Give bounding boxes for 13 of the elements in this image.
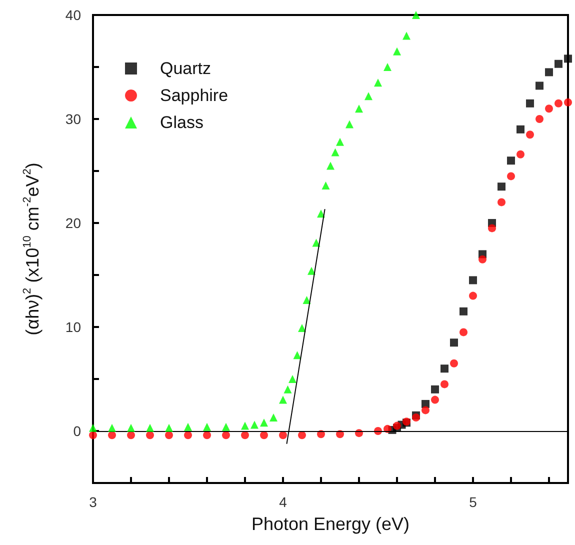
y-tick-label: 40 bbox=[65, 7, 82, 23]
y-tick-label: 0 bbox=[73, 423, 82, 439]
legend-label: Glass bbox=[160, 113, 204, 132]
y-tick-label: 10 bbox=[65, 319, 82, 335]
text: (αhν)2 (x1010 cm-2eV2) bbox=[22, 162, 42, 336]
x-tick-label: 3 bbox=[89, 494, 98, 510]
y-tick-label: 20 bbox=[65, 215, 82, 231]
x-axis-title: Photon Energy (eV) bbox=[251, 514, 410, 534]
legend-label: Sapphire bbox=[160, 86, 228, 105]
x-tick-label: 4 bbox=[279, 494, 288, 510]
legend-label: Quartz bbox=[160, 59, 212, 78]
y-tick-label: 30 bbox=[65, 111, 82, 127]
x-tick-label: 5 bbox=[469, 494, 478, 510]
